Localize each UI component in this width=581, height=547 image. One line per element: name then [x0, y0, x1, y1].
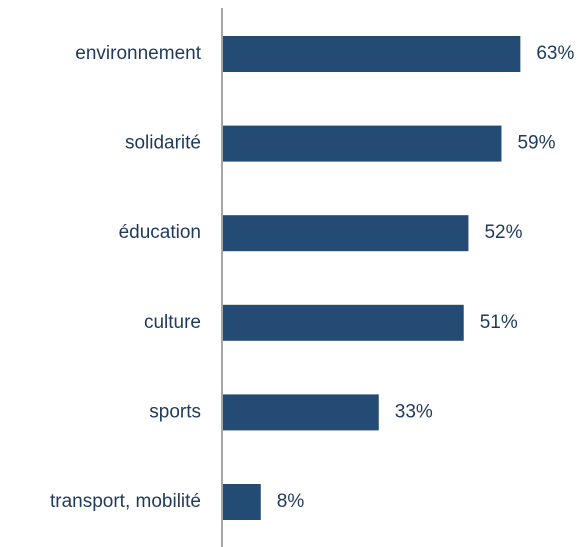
value-label: 52% — [484, 222, 522, 243]
value-label: 33% — [395, 401, 433, 422]
value-label: 51% — [480, 312, 518, 333]
value-label: 63% — [536, 43, 574, 64]
bar — [223, 215, 469, 252]
value-label: 8% — [277, 491, 305, 512]
bar — [223, 484, 261, 520]
value-label: 59% — [517, 133, 555, 154]
bar — [223, 394, 379, 431]
bar — [223, 36, 521, 72]
category-label: solidarité — [125, 133, 201, 154]
category-label: éducation — [119, 222, 201, 243]
category-label: environnement — [75, 43, 201, 64]
category-label: sports — [149, 401, 201, 422]
category-label: transport, mobilité — [50, 491, 201, 512]
category-label: culture — [144, 312, 201, 333]
bar — [223, 125, 502, 162]
bar — [223, 304, 464, 341]
